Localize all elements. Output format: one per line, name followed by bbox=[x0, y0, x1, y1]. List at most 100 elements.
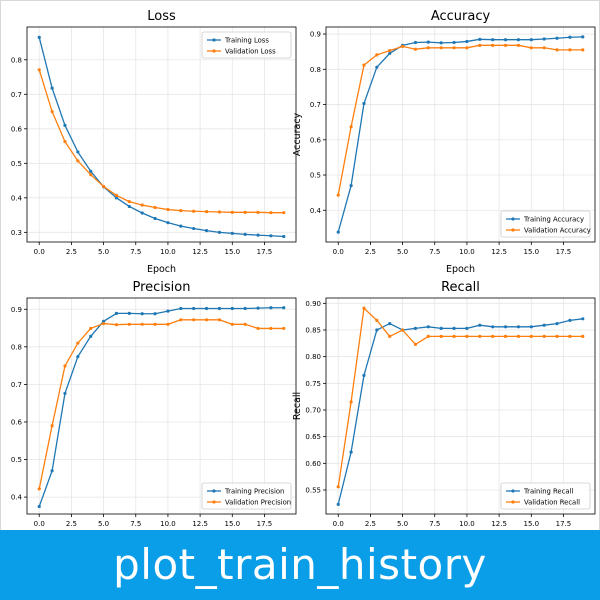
data-point bbox=[153, 322, 157, 326]
data-point bbox=[388, 322, 392, 326]
data-point bbox=[349, 184, 353, 188]
data-point bbox=[491, 43, 495, 47]
data-point bbox=[362, 373, 366, 377]
data-point bbox=[114, 311, 119, 316]
legend-label: Training Recall bbox=[523, 488, 573, 496]
y-tick-label: 0.6 bbox=[11, 418, 23, 426]
data-point bbox=[101, 184, 106, 189]
data-point bbox=[63, 139, 67, 144]
series-validation-recall bbox=[336, 306, 585, 489]
x-tick-label: 2.5 bbox=[365, 520, 376, 528]
legend-label: Training Precision bbox=[224, 488, 284, 496]
series-training-loss bbox=[37, 35, 286, 239]
data-point bbox=[50, 424, 54, 428]
data-point bbox=[114, 193, 119, 198]
data-point bbox=[555, 334, 559, 338]
data-point bbox=[400, 44, 405, 48]
x-tick-label: 7.5 bbox=[130, 520, 141, 528]
data-point bbox=[217, 318, 222, 322]
series-validation-accuracy bbox=[336, 43, 585, 197]
data-point bbox=[426, 325, 430, 329]
y-tick-label: 0.8 bbox=[11, 343, 22, 351]
data-point bbox=[362, 101, 366, 106]
plot-area-frame bbox=[26, 297, 297, 515]
legend-swatch-marker bbox=[511, 217, 515, 221]
x-tick-label: 2.5 bbox=[66, 248, 77, 256]
data-point bbox=[192, 226, 196, 231]
data-point bbox=[101, 321, 106, 326]
legend-swatch-marker bbox=[511, 228, 515, 232]
x-tick-label: 0.0 bbox=[333, 520, 344, 528]
data-point bbox=[89, 173, 93, 177]
data-point bbox=[439, 334, 443, 338]
legend-swatch-marker bbox=[212, 500, 216, 504]
data-point bbox=[269, 326, 273, 331]
y-tick-label: 0.6 bbox=[11, 125, 23, 133]
data-point bbox=[127, 204, 131, 209]
x-tick-label: 10.0 bbox=[459, 520, 475, 528]
data-point bbox=[478, 43, 482, 47]
data-point bbox=[282, 326, 286, 331]
data-point bbox=[153, 205, 157, 210]
data-point bbox=[542, 37, 546, 41]
data-point bbox=[166, 322, 170, 326]
x-tick-label: 17.5 bbox=[556, 520, 572, 528]
y-tick-label: 0.60 bbox=[305, 460, 321, 468]
data-point bbox=[230, 322, 234, 326]
legend-label: Validation Accuracy bbox=[524, 227, 591, 235]
x-tick-label: 2.5 bbox=[365, 248, 376, 256]
data-point bbox=[439, 46, 443, 50]
y-axis-label: Accuracy bbox=[292, 112, 303, 156]
data-point bbox=[503, 334, 508, 338]
x-tick-label: 12.5 bbox=[192, 248, 208, 256]
y-tick-label: 0.7 bbox=[310, 101, 321, 109]
data-point bbox=[101, 319, 106, 323]
data-point bbox=[76, 341, 80, 345]
chart-recall: 0.0 2.5 5.0 7.5 10.0 12.5 15.0 17.5 0.55 0.60 0.65… bbox=[292, 280, 596, 528]
data-point bbox=[127, 311, 131, 316]
data-point bbox=[179, 306, 183, 311]
data-point bbox=[76, 150, 80, 154]
data-point bbox=[256, 326, 260, 331]
data-point bbox=[204, 229, 209, 233]
x-tick-label: 12.5 bbox=[192, 520, 208, 528]
plot-area-frame bbox=[325, 297, 596, 515]
data-point bbox=[179, 318, 183, 322]
y-tick-label: 0.70 bbox=[305, 407, 321, 415]
data-point bbox=[375, 53, 379, 57]
training-history-figure: 0.0 2.5 5.0 7.5 10.0 12.5 15.0 17.5 0.3 0.4 0.5 0.6… bbox=[1, 9, 596, 528]
data-point bbox=[349, 450, 353, 454]
data-point bbox=[269, 306, 273, 310]
figure-frame: 0.0 2.5 5.0 7.5 10.0 12.5 15.0 17.5 0.3 0.4 0.5 0.6… bbox=[0, 0, 600, 532]
data-point bbox=[542, 334, 546, 338]
series-line-validation-accuracy bbox=[337, 44, 583, 196]
y-axis-label: Precision bbox=[1, 385, 4, 427]
data-point bbox=[256, 306, 260, 310]
data-point bbox=[63, 364, 67, 368]
data-point bbox=[76, 159, 80, 163]
chart-loss: 0.0 2.5 5.0 7.5 10.0 12.5 15.0 17.5 0.3 0.4 0.5 0.6… bbox=[1, 9, 297, 275]
legend-box bbox=[500, 482, 591, 510]
data-point bbox=[478, 334, 482, 338]
data-point bbox=[204, 306, 209, 311]
data-point bbox=[388, 334, 392, 338]
legend-label: Training Loss bbox=[224, 37, 269, 45]
legend-swatch-marker bbox=[212, 38, 216, 42]
data-point bbox=[336, 230, 340, 234]
data-point bbox=[89, 334, 93, 338]
series-validation-precision bbox=[37, 318, 286, 491]
x-tick-label: 10.0 bbox=[160, 248, 176, 256]
data-point bbox=[192, 306, 196, 311]
data-point bbox=[243, 210, 247, 214]
data-point bbox=[581, 35, 585, 39]
x-tick-label: 0.0 bbox=[34, 520, 45, 528]
data-point bbox=[542, 323, 546, 327]
data-point bbox=[243, 306, 247, 311]
x-tick-label: 17.5 bbox=[257, 248, 273, 256]
data-point bbox=[581, 334, 585, 338]
x-tick-label: 12.5 bbox=[491, 520, 507, 528]
y-tick-label: 0.6 bbox=[310, 136, 322, 144]
legend-swatch-marker bbox=[511, 489, 515, 493]
series-line-training-accuracy bbox=[337, 36, 583, 233]
data-point bbox=[230, 231, 234, 235]
